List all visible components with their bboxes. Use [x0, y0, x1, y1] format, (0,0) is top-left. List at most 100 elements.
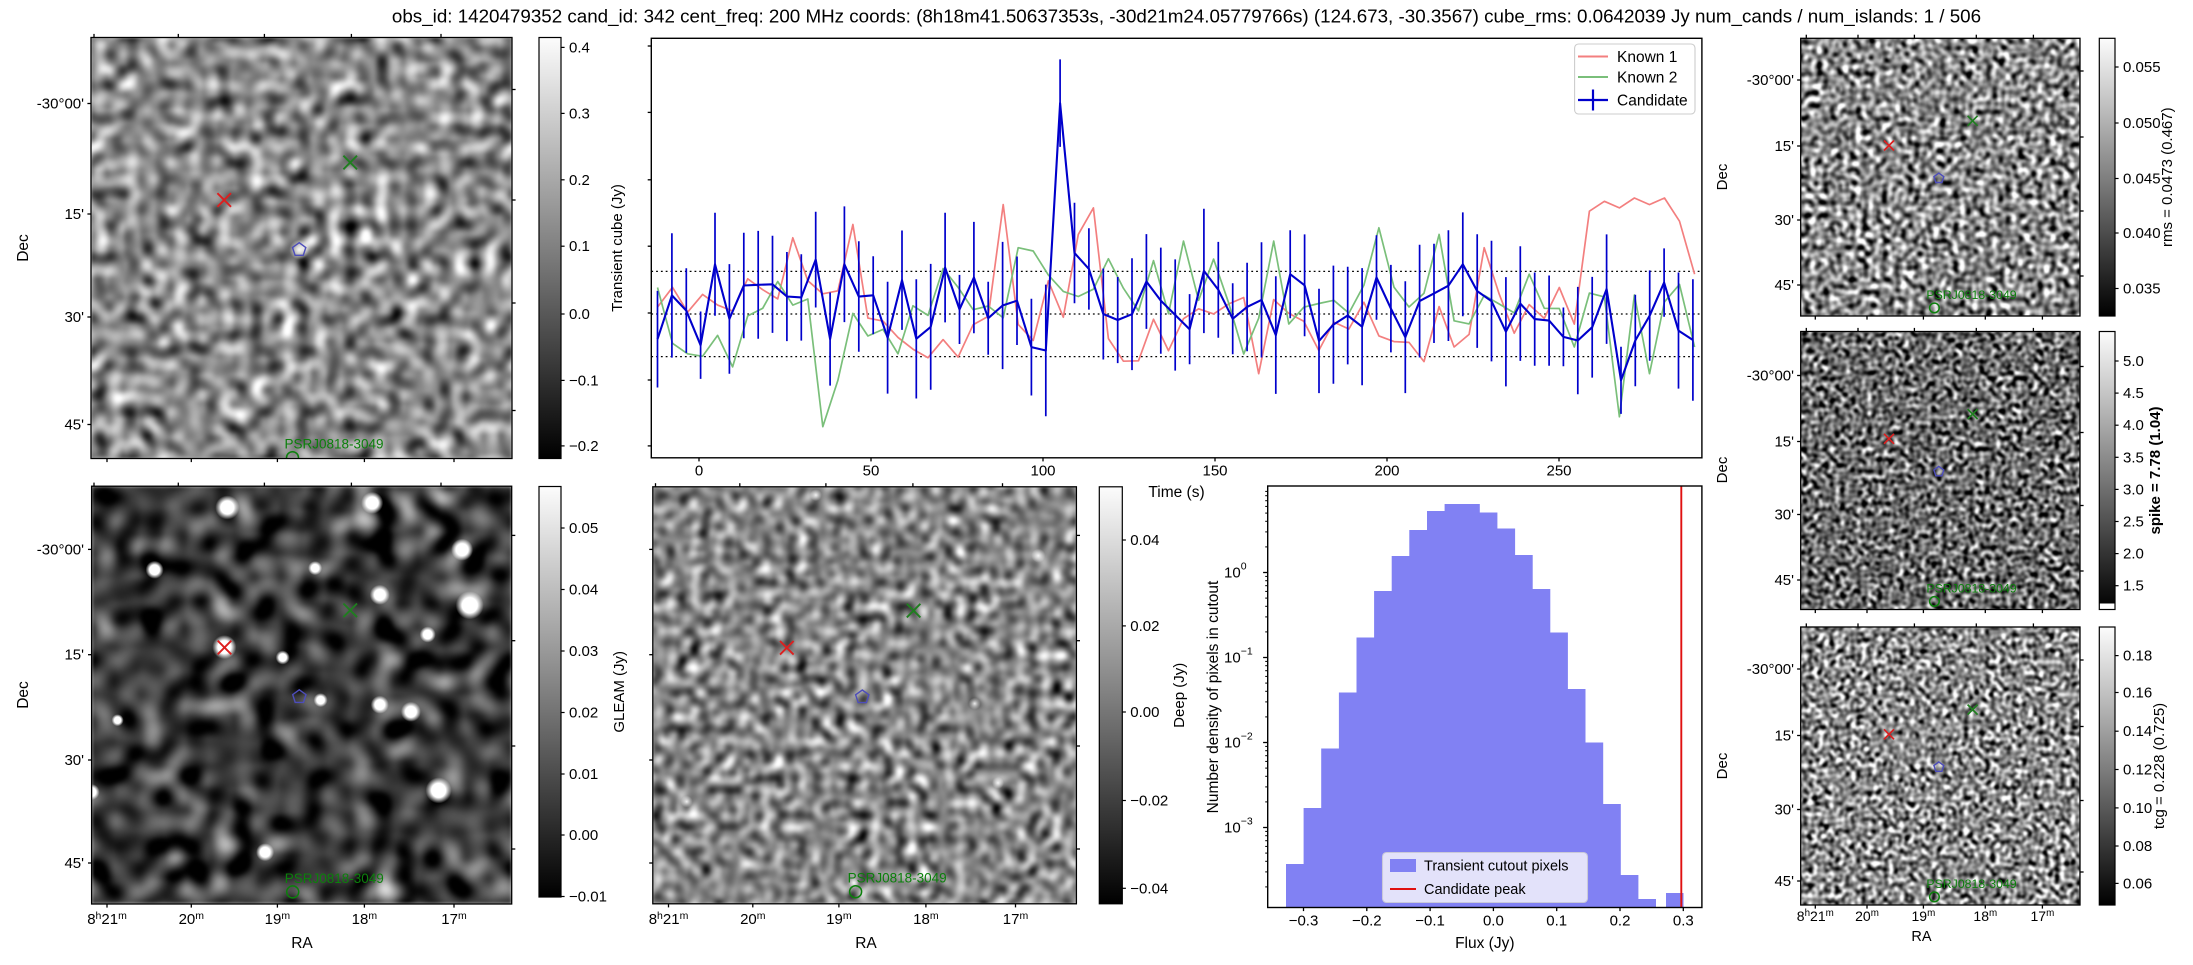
- svg-text:PSRJ0818-3049: PSRJ0818-3049: [848, 871, 947, 886]
- svg-text:30': 30': [1774, 507, 1794, 524]
- svg-text:Known 2: Known 2: [1617, 70, 1677, 87]
- svg-text:200: 200: [1374, 463, 1399, 480]
- svg-text:−0.1: −0.1: [1415, 913, 1445, 930]
- svg-text:PSRJ0818-3049: PSRJ0818-3049: [285, 437, 384, 452]
- svg-text:0.02: 0.02: [1130, 618, 1159, 635]
- svg-text:Dec: Dec: [1714, 752, 1731, 779]
- svg-text:−2: −2: [1241, 731, 1253, 743]
- svg-text:-30°00': -30°00': [1747, 661, 1794, 678]
- svg-text:30': 30': [64, 309, 84, 326]
- svg-text:0.10: 0.10: [2123, 800, 2152, 817]
- svg-text:30': 30': [1774, 212, 1794, 229]
- svg-text:−0.2: −0.2: [1352, 913, 1382, 930]
- svg-text:Flux (Jy): Flux (Jy): [1455, 935, 1514, 952]
- svg-text:0.08: 0.08: [2123, 838, 2152, 855]
- svg-text:0.055: 0.055: [2123, 59, 2161, 76]
- svg-text:PSRJ0818-3049: PSRJ0818-3049: [285, 871, 384, 886]
- svg-text:-30°00': -30°00': [1747, 368, 1794, 385]
- svg-text:-30°00': -30°00': [37, 541, 84, 558]
- svg-text:−0.2: −0.2: [569, 438, 599, 455]
- svg-text:0.18: 0.18: [2123, 648, 2152, 665]
- svg-text:30': 30': [1774, 802, 1794, 819]
- svg-text:0.1: 0.1: [1546, 913, 1567, 930]
- svg-text:0.2: 0.2: [1610, 913, 1631, 930]
- svg-text:45': 45': [1774, 277, 1794, 294]
- svg-text:15': 15': [1774, 434, 1794, 451]
- svg-text:−3: −3: [1241, 816, 1253, 828]
- svg-text:150: 150: [1202, 463, 1227, 480]
- svg-text:45': 45': [1774, 873, 1794, 890]
- svg-text:obs_id: 1420479352 cand_id: 34: obs_id: 1420479352 cand_id: 342 cent_fre…: [392, 6, 1981, 28]
- svg-text:0.050: 0.050: [2123, 115, 2161, 132]
- svg-text:1.5: 1.5: [2123, 578, 2144, 595]
- svg-text:100: 100: [1030, 463, 1055, 480]
- svg-text:0.3: 0.3: [1673, 913, 1694, 930]
- svg-text:0.05: 0.05: [569, 520, 598, 537]
- svg-text:0.14: 0.14: [2123, 723, 2152, 740]
- svg-text:tcg = 0.228 (0.725): tcg = 0.228 (0.725): [2151, 703, 2168, 829]
- svg-text:0.040: 0.040: [2123, 225, 2161, 242]
- svg-text:0.01: 0.01: [569, 766, 598, 783]
- svg-text:Transient cutout pixels: Transient cutout pixels: [1424, 859, 1569, 875]
- svg-text:15': 15': [64, 206, 84, 223]
- svg-text:0.12: 0.12: [2123, 762, 2152, 779]
- svg-text:Number density of pixels in cu: Number density of pixels in cutout: [1205, 580, 1222, 813]
- svg-text:0.00: 0.00: [569, 827, 598, 844]
- svg-text:0.2: 0.2: [569, 172, 590, 189]
- svg-text:-30°00': -30°00': [37, 96, 84, 113]
- svg-text:10: 10: [1224, 735, 1241, 752]
- svg-text:0: 0: [1241, 561, 1247, 573]
- svg-text:0.1: 0.1: [569, 238, 590, 255]
- svg-text:45': 45': [64, 855, 84, 872]
- svg-text:RA: RA: [855, 935, 877, 952]
- svg-text:Dec: Dec: [1714, 456, 1731, 483]
- svg-text:0: 0: [695, 463, 703, 480]
- svg-text:0.0: 0.0: [1483, 913, 1504, 930]
- svg-text:0.16: 0.16: [2123, 685, 2152, 702]
- svg-text:3.5: 3.5: [2123, 449, 2144, 466]
- svg-text:10: 10: [1224, 565, 1241, 582]
- svg-text:0.04: 0.04: [1130, 532, 1159, 549]
- svg-text:Dec: Dec: [1714, 163, 1731, 190]
- svg-text:Dec: Dec: [15, 681, 32, 709]
- svg-text:15': 15': [64, 647, 84, 664]
- svg-text:RA: RA: [291, 935, 313, 952]
- svg-text:−0.04: −0.04: [1130, 880, 1168, 897]
- svg-text:−0.02: −0.02: [1130, 793, 1168, 810]
- svg-text:Transient cube (Jy): Transient cube (Jy): [609, 184, 626, 312]
- svg-text:−0.01: −0.01: [569, 889, 607, 906]
- svg-text:−0.3: −0.3: [1289, 913, 1319, 930]
- svg-text:Dec: Dec: [15, 234, 32, 262]
- svg-text:0.035: 0.035: [2123, 281, 2161, 298]
- svg-text:0.00: 0.00: [1130, 704, 1159, 721]
- svg-text:Time (s): Time (s): [1148, 484, 1204, 501]
- svg-text:-30°00': -30°00': [1747, 72, 1794, 89]
- svg-text:0.06: 0.06: [2123, 875, 2152, 892]
- svg-text:PSRJ0818-3049: PSRJ0818-3049: [1926, 288, 2016, 302]
- svg-text:10: 10: [1224, 650, 1241, 667]
- svg-text:45': 45': [64, 417, 84, 434]
- svg-text:10: 10: [1224, 820, 1241, 837]
- svg-text:3.0: 3.0: [2123, 481, 2144, 498]
- svg-text:2.0: 2.0: [2123, 546, 2144, 563]
- svg-text:rms = 0.0473 (0.467): rms = 0.0473 (0.467): [2159, 107, 2176, 247]
- svg-text:Candidate: Candidate: [1617, 93, 1688, 110]
- svg-text:RA: RA: [1911, 929, 1931, 945]
- svg-text:2.5: 2.5: [2123, 514, 2144, 531]
- svg-text:0.3: 0.3: [569, 105, 590, 122]
- svg-text:30': 30': [64, 752, 84, 769]
- svg-text:Known 1: Known 1: [1617, 49, 1677, 66]
- svg-text:−0.1: −0.1: [569, 372, 599, 389]
- svg-text:5.0: 5.0: [2123, 353, 2144, 370]
- svg-text:GLEAM (Jy): GLEAM (Jy): [611, 651, 628, 733]
- svg-text:15': 15': [1774, 728, 1794, 745]
- svg-text:0.03: 0.03: [569, 643, 598, 660]
- svg-text:250: 250: [1546, 463, 1571, 480]
- svg-text:4.0: 4.0: [2123, 417, 2144, 434]
- svg-text:15': 15': [1774, 138, 1794, 155]
- svg-text:0.0: 0.0: [569, 306, 590, 323]
- svg-text:Deep (Jy): Deep (Jy): [1171, 663, 1188, 728]
- svg-text:50: 50: [863, 463, 880, 480]
- svg-text:4.5: 4.5: [2123, 385, 2144, 402]
- svg-text:8h21m: 8h21m: [87, 910, 127, 928]
